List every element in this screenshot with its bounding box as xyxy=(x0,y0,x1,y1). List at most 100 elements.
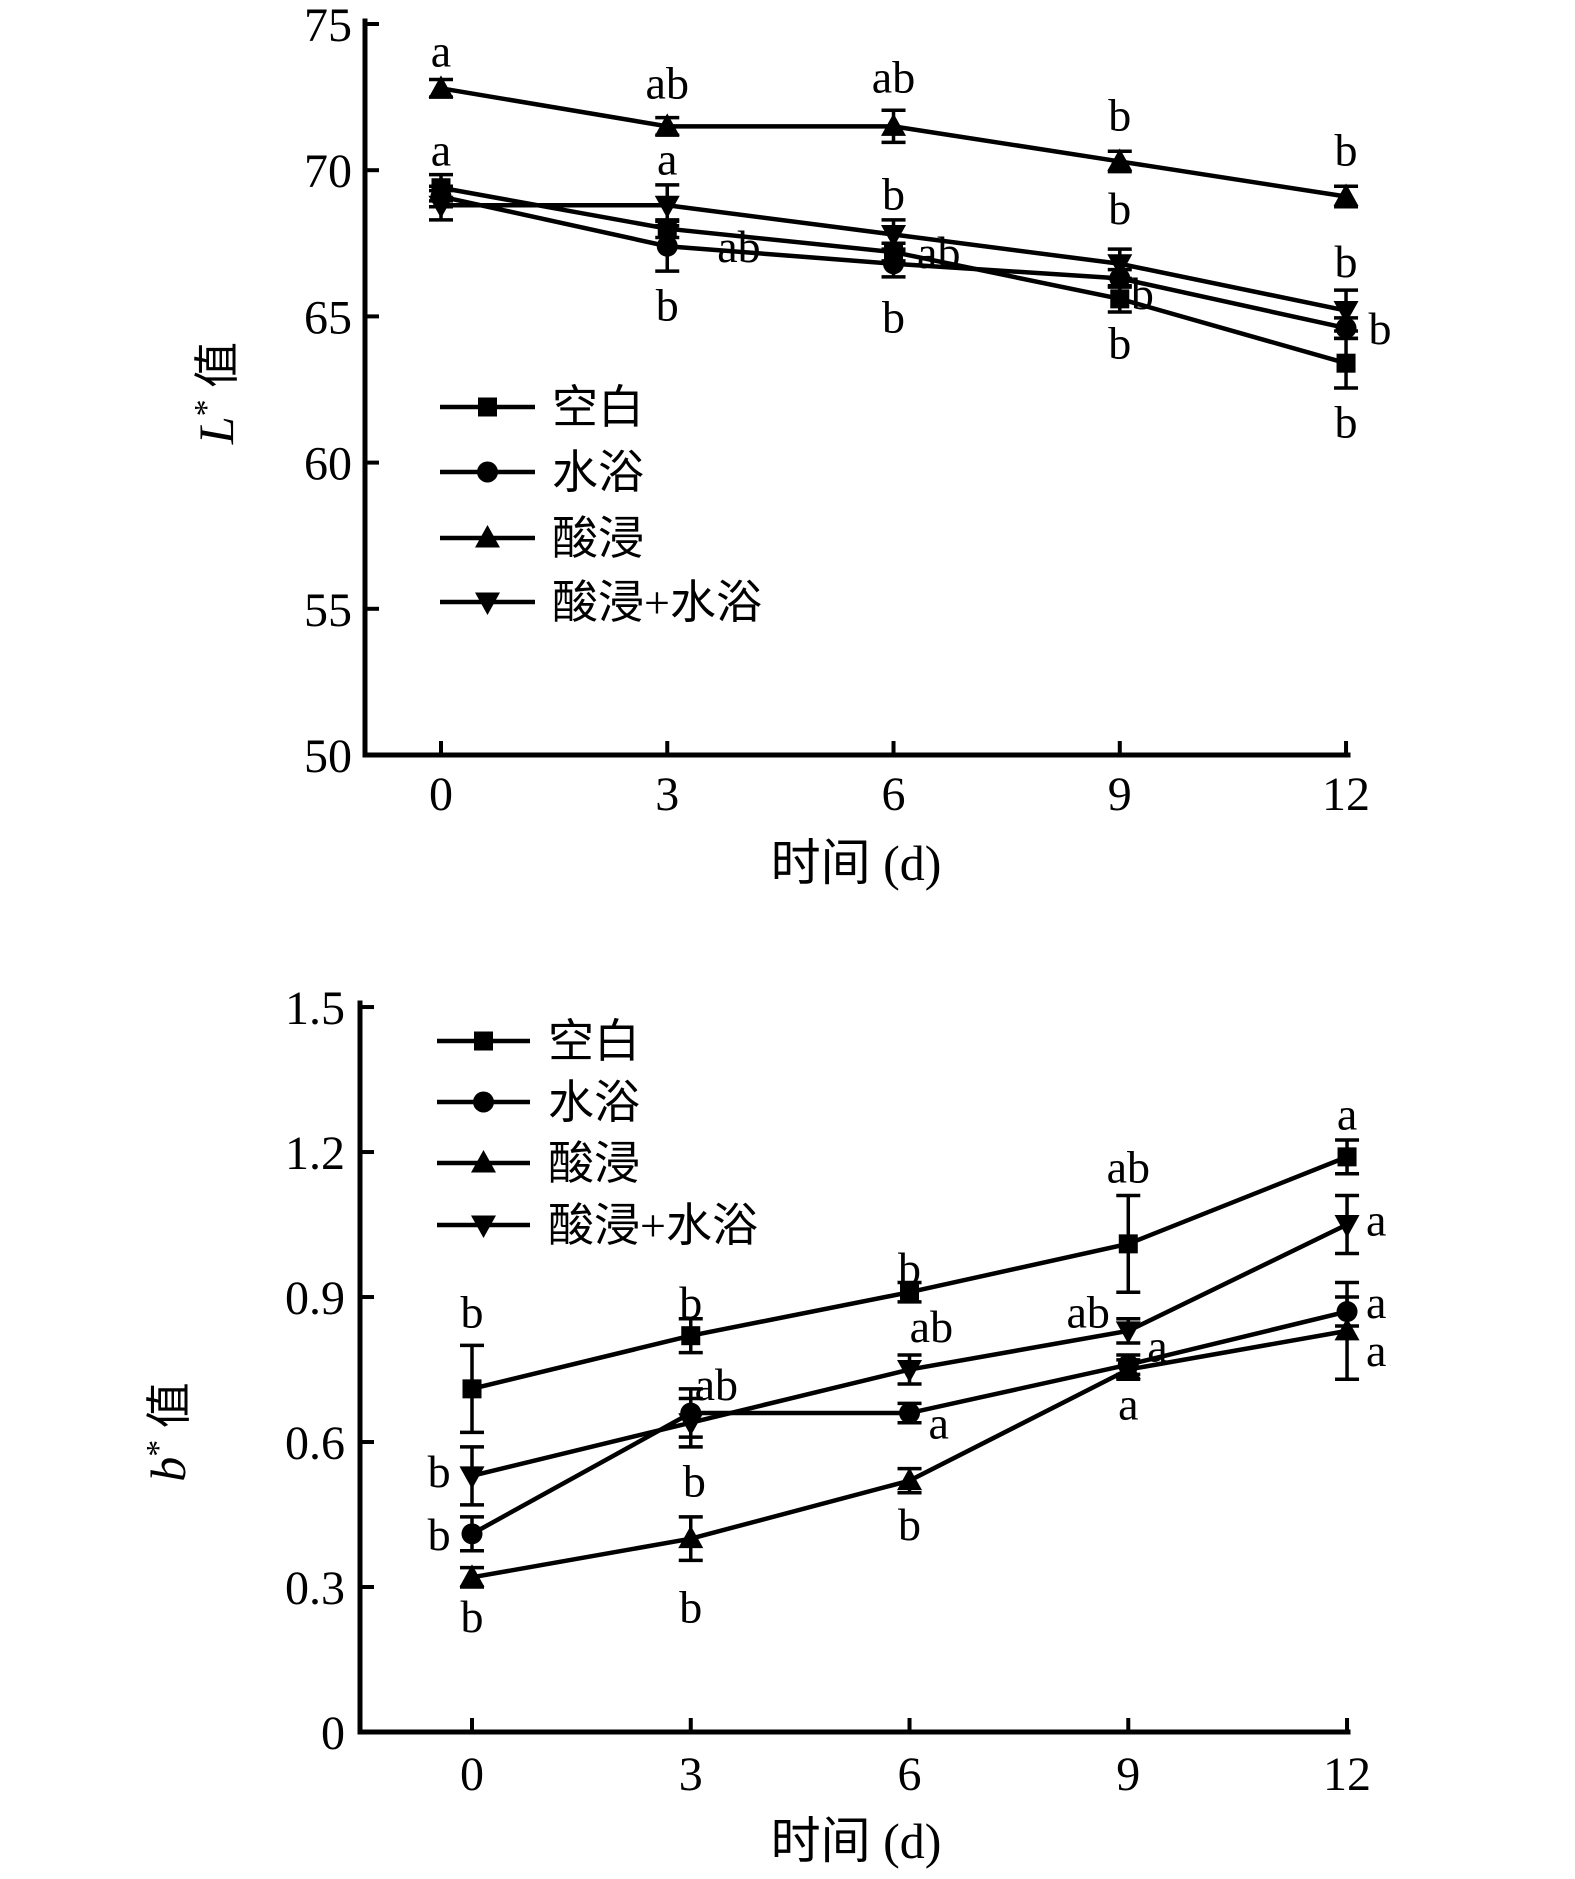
legend-label: 酸浸 xyxy=(548,1138,640,1189)
square-marker xyxy=(1337,1147,1357,1167)
legend-square-marker xyxy=(474,1031,493,1051)
series-酸浸+水浴 xyxy=(428,183,1359,333)
sig-letter: b xyxy=(1131,268,1154,319)
y-tick-label: 65 xyxy=(304,291,352,344)
y-tick-label: 1.2 xyxy=(285,1127,345,1180)
square-marker xyxy=(900,1282,920,1302)
triangle-up-marker xyxy=(428,75,454,98)
sig-letter: ab xyxy=(1066,1287,1109,1338)
triangle-down-marker xyxy=(1115,1321,1141,1344)
x-tick-label: 3 xyxy=(655,768,679,821)
triangle-up-marker xyxy=(678,1525,704,1549)
y-tick-label: 0.9 xyxy=(285,1272,345,1325)
legend-label: 酸浸+水浴 xyxy=(552,577,762,628)
x-axis-title: 时间 (d) xyxy=(771,1813,942,1869)
sig-letter: a xyxy=(657,134,677,185)
sig-letter: a xyxy=(1337,1088,1357,1139)
sig-letter: a xyxy=(1366,1195,1386,1246)
sig-letter: b xyxy=(882,291,905,342)
square-marker xyxy=(681,1326,701,1346)
y-axis-title: b* 值 xyxy=(140,1382,196,1482)
legend-label: 水浴 xyxy=(552,447,644,498)
legend-label: 空白 xyxy=(548,1016,640,1067)
triangle-down-marker xyxy=(654,195,680,219)
triangle-up-marker xyxy=(1107,148,1133,171)
sig-letter: a xyxy=(1366,1325,1386,1376)
legend-circle-marker xyxy=(477,461,498,483)
y-tick-label: 55 xyxy=(304,584,352,637)
square-marker xyxy=(1118,1234,1138,1254)
series-空白 xyxy=(460,1138,1360,1435)
triangle-down-marker xyxy=(459,1466,485,1489)
y-tick-label: 0 xyxy=(321,1707,345,1760)
sig-letter: a xyxy=(431,125,451,176)
triangle-down-marker xyxy=(1107,254,1133,277)
sig-letter: b xyxy=(1335,397,1358,448)
circle-marker xyxy=(883,253,905,275)
square-marker xyxy=(462,1379,482,1399)
y-tick-label: 1.5 xyxy=(285,982,345,1035)
triangle-up-marker xyxy=(1115,1356,1141,1380)
triangle-down-marker xyxy=(428,195,454,219)
sig-letter: b xyxy=(898,1243,921,1294)
sig-letter: b xyxy=(679,1581,702,1632)
square-marker xyxy=(1336,353,1356,373)
sig-letter: a xyxy=(431,25,451,76)
series-酸浸 xyxy=(428,75,1359,209)
sig-letter: b xyxy=(461,1287,484,1338)
sig-letter: b xyxy=(683,1456,706,1507)
circle-marker xyxy=(899,1402,921,1424)
sig-letter: b xyxy=(428,1509,451,1560)
sig-letter: ab xyxy=(910,1301,953,1352)
x-tick-label: 12 xyxy=(1323,1748,1371,1801)
triangle-down-marker xyxy=(1333,301,1359,324)
y-axis-title: L* 值 xyxy=(188,342,244,445)
triangle-up-marker xyxy=(897,1467,923,1491)
triangle-up-marker xyxy=(1334,1317,1360,1341)
sig-letter: b xyxy=(1335,236,1358,287)
y-tick-label: 0.6 xyxy=(285,1417,345,1470)
legend-triangle-up-marker xyxy=(475,525,500,548)
series-酸浸+水浴 xyxy=(459,1193,1360,1507)
sig-letter: ab xyxy=(695,1359,738,1410)
sig-letter: b xyxy=(882,169,905,220)
triangle-up-marker xyxy=(881,113,907,136)
x-tick-label: 12 xyxy=(1322,768,1370,821)
triangle-down-marker xyxy=(1334,1215,1360,1238)
sig-letter: b xyxy=(428,1446,451,1497)
y-tick-label: 0.3 xyxy=(285,1562,345,1615)
sig-letter: a xyxy=(1366,1277,1386,1328)
sig-letter: b xyxy=(1108,318,1131,369)
sig-letter: b xyxy=(1108,90,1131,141)
triangle-down-marker xyxy=(897,1360,923,1383)
x-tick-label: 0 xyxy=(429,768,453,821)
y-tick-label: 70 xyxy=(304,145,352,198)
legend-triangle-down-marker xyxy=(471,1215,496,1238)
x-tick-label: 3 xyxy=(679,1748,703,1801)
triangle-up-marker xyxy=(1333,183,1359,207)
legend-label: 酸浸+水浴 xyxy=(548,1200,758,1251)
sig-letter: a xyxy=(928,1398,948,1449)
legend-triangle-up-marker xyxy=(471,1150,496,1173)
legend-square-marker xyxy=(478,397,497,417)
sig-letter: b xyxy=(461,1591,484,1642)
circle-marker xyxy=(461,1523,483,1545)
sig-letter: ab xyxy=(917,227,960,278)
x-tick-label: 9 xyxy=(1116,1748,1140,1801)
legend-label: 酸浸 xyxy=(552,513,644,564)
y-tick-label: 60 xyxy=(304,438,352,491)
x-axis-title: 时间 (d) xyxy=(771,835,942,891)
triangle-down-marker xyxy=(881,225,907,248)
sig-letter: a xyxy=(1118,1378,1138,1429)
triangle-down-marker xyxy=(678,1413,704,1436)
y-tick-label: 75 xyxy=(304,0,352,52)
sig-letter: b xyxy=(1335,125,1358,176)
sig-letter: b xyxy=(1108,183,1131,234)
series-酸浸 xyxy=(459,1280,1360,1589)
sig-letter: b xyxy=(898,1499,921,1550)
